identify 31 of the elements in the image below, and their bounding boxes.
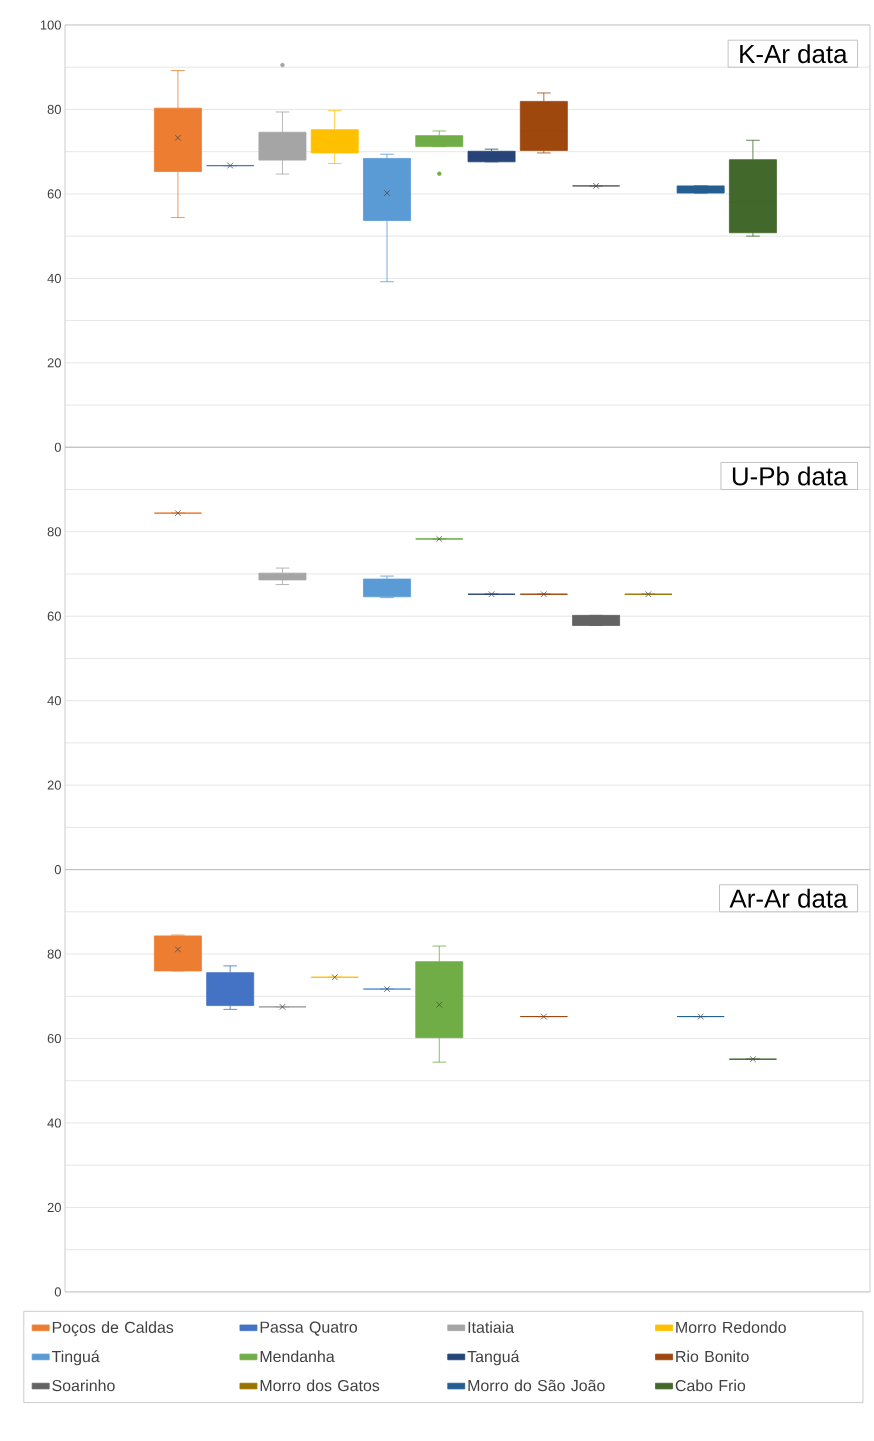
y-tick-label: 100 — [40, 20, 61, 30]
legend-label: Morro Redondo — [676, 1321, 786, 1333]
text: Ar-Ar data — [729, 888, 848, 908]
y-tick-label: 0 — [54, 1287, 61, 1297]
legend-label: Passa Quatro — [260, 1321, 358, 1336]
y-tick-label: 20 — [47, 780, 61, 790]
y-tick-label: 40 — [47, 1118, 61, 1128]
legend-label: Mendanha — [260, 1350, 335, 1363]
y-tick-label: 40 — [47, 273, 61, 283]
y-tick-label: 20 — [47, 358, 61, 368]
y-tick-label: 0 — [54, 865, 61, 875]
legend-label: Cabo Frio — [675, 1379, 746, 1392]
legend-label: Rio Bonito — [676, 1350, 749, 1363]
y-tick-label: 60 — [47, 611, 61, 621]
y-tick-label: 20 — [47, 1202, 61, 1213]
legend-label: Morro dos Gatos — [260, 1379, 380, 1392]
y-tick-label: 80 — [47, 104, 61, 115]
y-tick-label: 0 — [54, 442, 61, 452]
text: K-Ar data — [740, 44, 848, 64]
y-tick-label: 60 — [47, 1033, 61, 1044]
legend-label: Soarinho — [52, 1379, 115, 1392]
y-tick-label: 80 — [47, 949, 61, 959]
text: U-Pb data — [732, 466, 848, 486]
legend-label: Tinguá — [51, 1350, 100, 1366]
legend-label: Tanguá — [467, 1350, 520, 1366]
legend-label: Morro do São João — [468, 1379, 605, 1392]
legend-label: Poços de Caldas — [52, 1321, 174, 1337]
y-tick-label: 80 — [47, 527, 61, 537]
y-tick-label: 60 — [47, 189, 61, 199]
legend-label: Itatiaia — [468, 1321, 515, 1333]
y-tick-label: 40 — [47, 696, 61, 706]
